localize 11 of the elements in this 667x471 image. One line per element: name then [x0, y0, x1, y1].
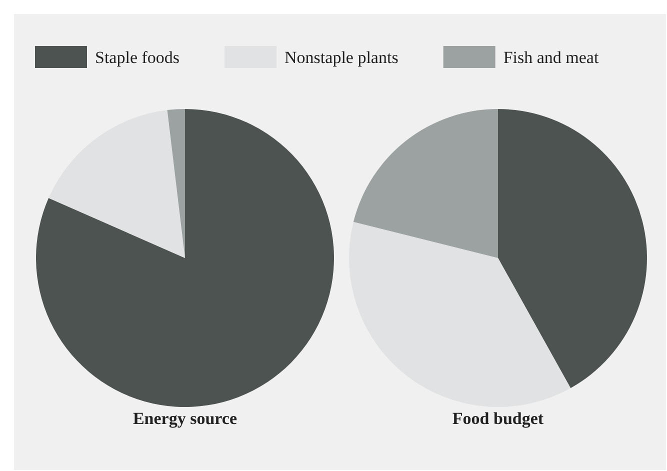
- text: Energy source: [132, 409, 238, 428]
- pie-slice: [353, 109, 498, 258]
- pie-slice: [498, 109, 647, 388]
- legend-label: Fish and meat: [503, 48, 599, 67]
- pie-slice: [349, 222, 571, 407]
- legend-label: Nonstaple plants: [284, 48, 398, 67]
- pie-slice: [167, 109, 185, 258]
- pie-slice: [36, 109, 334, 407]
- text: Food budget: [452, 409, 544, 428]
- pie-slice: [48, 110, 185, 258]
- legend-label: Staple foods: [95, 48, 180, 67]
